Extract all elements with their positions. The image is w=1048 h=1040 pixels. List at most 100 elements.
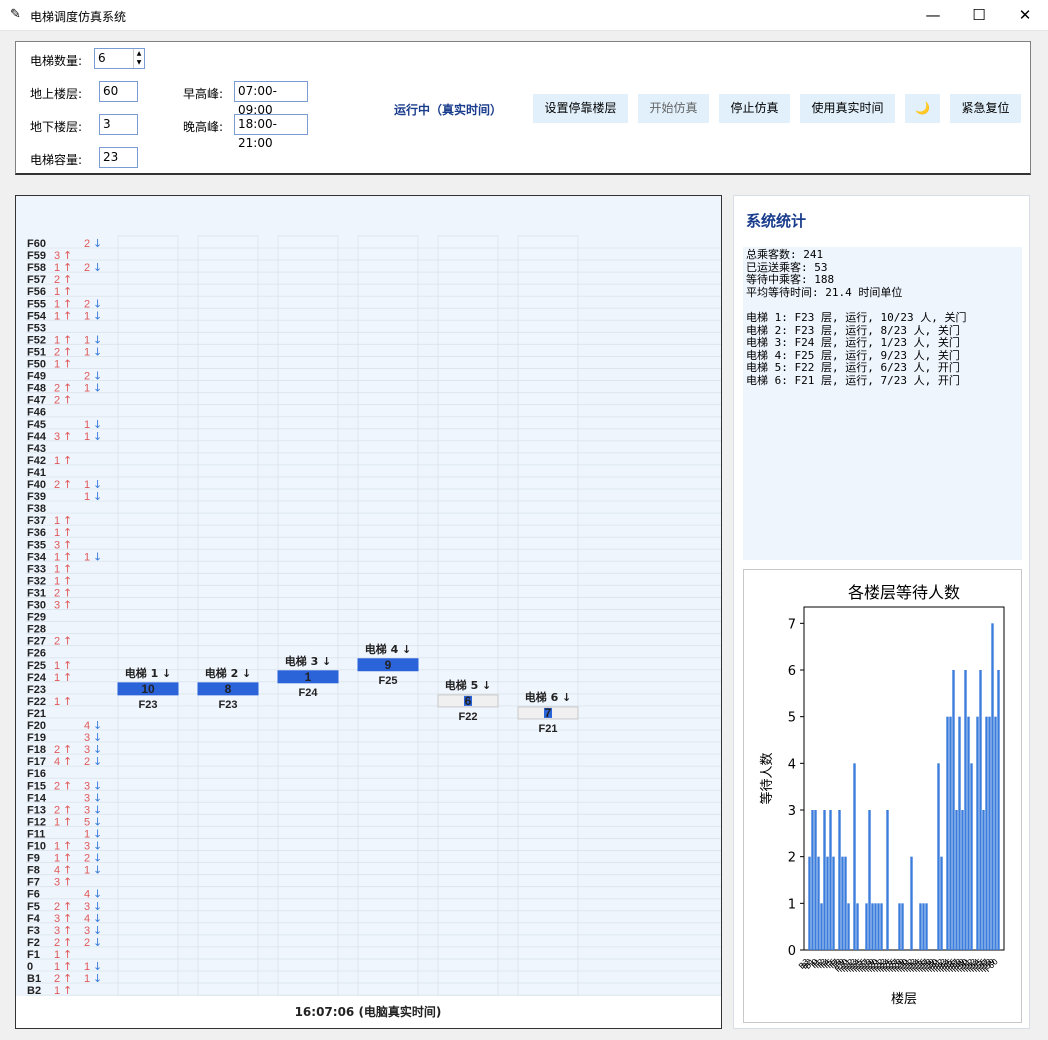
elevator-load: 8 xyxy=(225,682,232,696)
start-simulation-button[interactable]: 开始仿真 xyxy=(638,94,709,123)
up-waiting-count: 2 xyxy=(54,479,60,491)
elevator-load: 10 xyxy=(141,682,155,696)
elevator-car[interactable]: 1 电梯 3 ↓ F24 xyxy=(277,654,339,699)
x-axis-label: 楼层 xyxy=(891,992,917,1007)
minimize-button[interactable]: — xyxy=(925,6,941,24)
floor-label: F15 xyxy=(27,780,46,792)
up-arrow-icon: ↑ xyxy=(63,876,72,889)
up-arrow-icon: ↑ xyxy=(63,333,72,346)
elevator-car[interactable]: 8 电梯 2 ↓ F23 xyxy=(197,666,259,711)
floor-label: F47 xyxy=(27,395,46,407)
bar xyxy=(880,903,883,950)
elevator-car[interactable]: 10 电梯 1 ↓ F23 xyxy=(117,666,179,711)
up-waiting-count: 3 xyxy=(54,431,60,443)
x-tick-label: 0 xyxy=(810,957,820,967)
down-arrow-icon: ↓ xyxy=(93,791,102,804)
up-arrow-icon: ↑ xyxy=(63,430,72,443)
floor-label: F4 xyxy=(27,913,41,925)
up-arrow-icon: ↑ xyxy=(63,984,72,997)
stats-line: 电梯 5: F22 层, 运行, 6/23 人, 开门 xyxy=(746,361,960,375)
evening-peak-input[interactable]: 18:00-21:00 xyxy=(234,114,308,150)
up-arrow-icon: ↑ xyxy=(63,695,72,708)
floor-label: 0 xyxy=(27,961,33,973)
use-real-time-button[interactable]: 使用真实时间 xyxy=(800,94,895,123)
emergency-reset-button[interactable]: 紧急复位 xyxy=(950,94,1021,123)
bar xyxy=(841,856,844,950)
down-waiting-count: 2 xyxy=(84,298,90,310)
up-waiting-count: 3 xyxy=(54,913,60,925)
down-waiting-count: 1 xyxy=(84,961,90,973)
set-stop-floors-button[interactable]: 设置停靠楼层 xyxy=(533,94,628,123)
down-waiting-count: 1 xyxy=(84,419,90,431)
y-tick-label: 7 xyxy=(788,617,796,632)
elevator-name: 电梯 1 ↓ xyxy=(125,666,172,680)
elevator-load: 9 xyxy=(385,658,392,672)
floor-label: F52 xyxy=(27,334,46,346)
floor-label: F20 xyxy=(27,720,46,732)
up-arrow-icon: ↑ xyxy=(63,671,72,684)
up-waiting-count: 2 xyxy=(54,274,60,286)
up-arrow-icon: ↑ xyxy=(63,972,72,985)
down-arrow-icon: ↓ xyxy=(93,840,102,853)
down-waiting-count: 1 xyxy=(84,310,90,322)
feather-icon: ✎ xyxy=(10,7,21,22)
elevator-car[interactable]: 9 电梯 4 ↓ F25 xyxy=(357,642,419,687)
floor-label: F23 xyxy=(27,684,46,696)
elevator-body xyxy=(357,658,419,672)
below-floors-input[interactable]: 3 xyxy=(99,114,138,135)
up-arrow-icon: ↑ xyxy=(63,815,72,828)
bar xyxy=(979,670,982,950)
bar xyxy=(982,810,985,950)
floor-label: F48 xyxy=(27,383,46,395)
y-tick-label: 1 xyxy=(788,897,796,912)
bar xyxy=(829,810,832,950)
up-waiting-count: 4 xyxy=(54,756,60,768)
up-arrow-icon: ↑ xyxy=(63,743,72,756)
close-button[interactable]: ✕ xyxy=(1018,6,1032,24)
bar xyxy=(811,810,814,950)
spin-arrows-icon[interactable]: ▲ ▼ xyxy=(133,49,144,68)
down-waiting-count: 3 xyxy=(84,792,90,804)
up-waiting-count: 1 xyxy=(54,334,60,346)
above-floors-label: 地上楼层: xyxy=(30,87,83,101)
up-arrow-icon: ↑ xyxy=(63,574,72,587)
up-waiting-count: 3 xyxy=(54,600,60,612)
control-panel: 电梯数量: 6 ▲ ▼ 地上楼层: 60 地下楼层: 3 电梯容量: 23 早高峰… xyxy=(15,41,1031,175)
elevator-car[interactable]: 7 电梯 6 ↓ F21 xyxy=(517,690,579,735)
up-arrow-icon: ↑ xyxy=(63,285,72,298)
floor-label: F60 xyxy=(27,238,46,250)
elevator-count-spinbox[interactable]: 6 ▲ ▼ xyxy=(94,48,145,69)
up-waiting-count: 3 xyxy=(54,925,60,937)
stats-line: 总乘客数: 241 xyxy=(746,248,824,261)
down-arrow-icon: ↓ xyxy=(93,912,102,925)
floor-label: F32 xyxy=(27,575,46,587)
floor-label: F45 xyxy=(27,419,46,431)
bar xyxy=(988,716,991,950)
floor-label: F30 xyxy=(27,600,46,612)
bar xyxy=(976,716,979,950)
up-arrow-icon: ↑ xyxy=(63,297,72,310)
above-floors-input[interactable]: 60 xyxy=(99,81,138,102)
stats-line: 电梯 6: F21 层, 运行, 7/23 人, 开门 xyxy=(746,373,960,387)
moon-icon[interactable]: 🌙 xyxy=(905,94,940,123)
maximize-button[interactable]: ☐ xyxy=(972,6,986,24)
clock-bar xyxy=(16,996,721,1028)
down-arrow-icon: ↓ xyxy=(93,719,102,732)
capacity-input[interactable]: 23 xyxy=(99,147,138,168)
up-arrow-icon: ↑ xyxy=(63,924,72,937)
up-waiting-count: 1 xyxy=(54,672,60,684)
elevator-car[interactable]: 6 电梯 5 ↓ F22 xyxy=(437,678,499,723)
bar xyxy=(820,903,823,950)
down-arrow-icon: ↓ xyxy=(93,803,102,816)
capacity-label: 电梯容量: xyxy=(30,153,83,167)
floor-label: F29 xyxy=(27,612,46,624)
down-waiting-count: 2 xyxy=(84,262,90,274)
stop-simulation-button[interactable]: 停止仿真 xyxy=(719,94,790,123)
waiting-chart: 各楼层等待人数 0 1 2 3 4 5 6 7 B3 B2 B1 0 F1 F2 F3 F4 F5 F6 F7 F8 F9… xyxy=(743,569,1022,1023)
morning-peak-input[interactable]: 07:00-09:00 xyxy=(234,81,308,117)
y-tick-label: 5 xyxy=(788,711,796,726)
bar xyxy=(808,856,811,950)
up-arrow-icon: ↑ xyxy=(63,454,72,467)
up-arrow-icon: ↑ xyxy=(63,550,72,563)
chart-title: 各楼层等待人数 xyxy=(848,583,960,602)
